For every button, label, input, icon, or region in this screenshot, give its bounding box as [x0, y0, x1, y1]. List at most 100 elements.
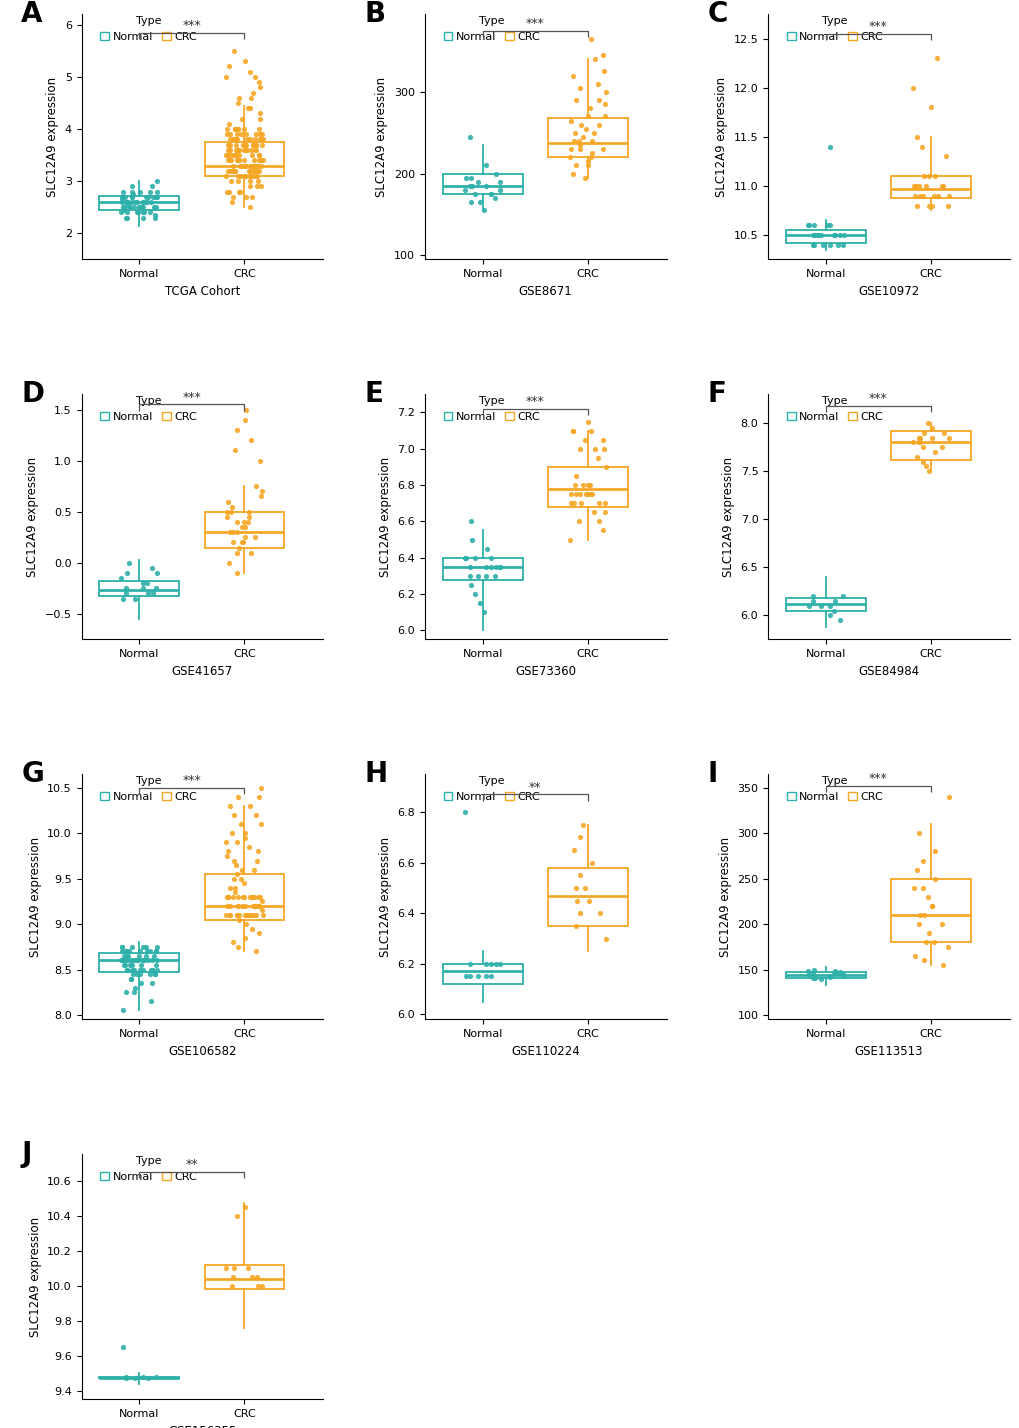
Point	[574, 474, 590, 497]
Point	[240, 164, 257, 187]
Point	[118, 940, 135, 962]
Point	[814, 233, 830, 256]
Point	[119, 944, 136, 967]
Point	[115, 950, 131, 972]
Point	[126, 1367, 143, 1389]
Point	[236, 516, 253, 538]
Text: ***: ***	[868, 391, 887, 404]
Point	[230, 91, 247, 114]
Point	[224, 154, 240, 177]
Bar	[442, 174, 522, 194]
Point	[464, 528, 480, 551]
Point	[820, 965, 837, 988]
Point	[114, 188, 130, 211]
Point	[908, 126, 924, 149]
Point	[135, 206, 151, 228]
Point	[246, 885, 262, 908]
Point	[123, 186, 140, 208]
Point	[226, 867, 243, 890]
Point	[224, 531, 240, 554]
Point	[225, 521, 242, 544]
Point	[800, 594, 816, 617]
Point	[250, 840, 266, 863]
Point	[572, 825, 588, 848]
Point	[247, 526, 263, 548]
X-axis label: GSE10972: GSE10972	[857, 284, 919, 297]
Point	[250, 1274, 266, 1297]
Point	[252, 450, 268, 473]
Point	[940, 785, 956, 808]
Point	[929, 184, 946, 207]
Point	[804, 961, 820, 984]
Point	[129, 201, 146, 224]
Point	[233, 813, 250, 835]
Y-axis label: SLC12A9 expression: SLC12A9 expression	[378, 837, 391, 957]
Point	[578, 483, 594, 506]
Point	[225, 129, 242, 151]
Point	[220, 840, 236, 863]
Point	[132, 971, 149, 994]
Point	[222, 123, 238, 146]
Text: **: **	[185, 1158, 198, 1171]
Point	[123, 954, 140, 977]
Point	[825, 590, 842, 613]
Bar	[547, 119, 627, 157]
Point	[217, 904, 233, 927]
Point	[228, 139, 245, 161]
Point	[478, 564, 494, 587]
Point	[229, 149, 246, 171]
Point	[237, 154, 254, 177]
Point	[226, 877, 243, 900]
Point	[905, 174, 921, 197]
Point	[223, 496, 239, 518]
Point	[254, 133, 270, 156]
Point	[483, 965, 499, 988]
Legend: Normal, CRC: Normal, CRC	[785, 775, 883, 803]
Point	[142, 962, 158, 985]
Point	[226, 117, 243, 140]
Point	[244, 186, 260, 208]
Point	[228, 139, 245, 161]
Point	[131, 962, 148, 985]
Point	[118, 1365, 135, 1388]
Point	[124, 935, 141, 958]
Point	[114, 940, 130, 962]
Point	[217, 164, 233, 187]
Text: G: G	[21, 760, 44, 788]
Y-axis label: SLC12A9 expression: SLC12A9 expression	[29, 1217, 42, 1337]
Point	[220, 149, 236, 171]
X-axis label: GSE73360: GSE73360	[515, 664, 576, 678]
Point	[572, 483, 588, 506]
Point	[236, 154, 253, 177]
Point	[458, 547, 474, 570]
Point	[228, 123, 245, 146]
Point	[229, 894, 246, 917]
Point	[594, 428, 610, 451]
Point	[570, 510, 586, 533]
Point	[140, 950, 156, 972]
Legend: Normal, CRC: Normal, CRC	[785, 396, 883, 423]
Bar	[786, 972, 865, 978]
Point	[115, 954, 131, 977]
Point	[492, 170, 508, 193]
Point	[243, 139, 259, 161]
Point	[483, 547, 499, 570]
Point	[581, 97, 597, 120]
Point	[253, 149, 269, 171]
Point	[146, 196, 162, 218]
Point	[905, 877, 921, 900]
Point	[926, 441, 943, 464]
Point	[229, 149, 246, 171]
Point	[824, 224, 841, 247]
Point	[589, 73, 605, 96]
Point	[254, 890, 270, 912]
Point	[922, 96, 938, 119]
Bar	[205, 874, 284, 920]
Text: ***: ***	[182, 19, 201, 31]
Point	[568, 89, 584, 111]
Point	[570, 130, 586, 153]
Text: **: **	[529, 781, 541, 794]
Point	[218, 500, 234, 523]
Point	[222, 149, 238, 171]
Point	[597, 927, 613, 950]
